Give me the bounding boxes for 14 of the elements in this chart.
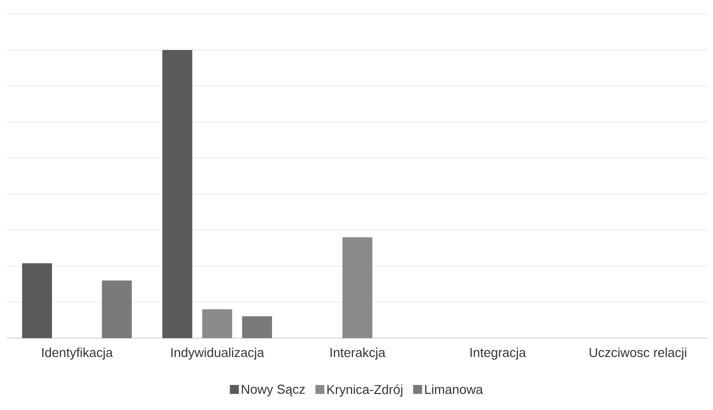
bar <box>342 237 372 338</box>
x-tick-label: Integracja <box>470 348 526 360</box>
bar <box>102 280 132 338</box>
legend-label: Limanowa <box>425 384 483 394</box>
bar <box>242 316 272 338</box>
x-tick-label: Interakcja <box>330 348 386 360</box>
x-tick-label: Identyfikacja <box>42 348 113 360</box>
x-tick-label: Indywidualizacja <box>171 348 264 360</box>
bar <box>162 50 192 338</box>
bar <box>202 309 232 338</box>
legend-label: Krynica-Zdrój <box>327 384 402 397</box>
bar <box>22 263 52 338</box>
x-tick-label: Uczciwosc relacji <box>590 348 686 360</box>
legend-label: Nowy Sącz <box>242 384 305 396</box>
